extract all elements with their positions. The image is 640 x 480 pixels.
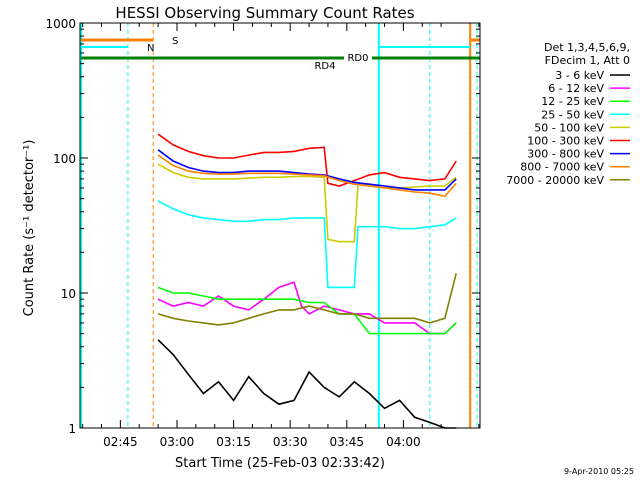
- y-axis-label: Count Rate (s⁻¹ detector⁻¹): [22, 140, 37, 317]
- x-tick-label: 03:30: [273, 435, 308, 449]
- series-line-25-50-kev: [157, 200, 457, 289]
- x-tick-label: 02:45: [103, 435, 138, 449]
- series-line-50-100-kev: [157, 163, 457, 243]
- x-tick-label: 03:00: [160, 435, 195, 449]
- series-line-100-300-kev: [157, 133, 457, 187]
- timestamp: 9-Apr-2010 05:25: [564, 467, 634, 476]
- legend-label: 300 - 800 keV: [527, 148, 604, 161]
- marker-label-n: N: [147, 43, 154, 54]
- marker-label-backing: [344, 52, 372, 63]
- series-line-3-6-kev: [157, 339, 457, 429]
- series-line-6-12-kev: [157, 281, 457, 335]
- legend-header-line-1: Det 1,3,4,5,6,9,: [544, 41, 630, 54]
- chart-title: HESSI Observing Summary Count Rates: [115, 4, 414, 22]
- legend-label: 12 - 25 keV: [541, 95, 604, 108]
- series-line-7000-20000-kev: [157, 273, 457, 326]
- plot-area: S N RD0 RD4: [80, 23, 480, 429]
- x-tick-label: 03:45: [329, 435, 364, 449]
- series-line-12-25-kev: [157, 286, 457, 335]
- marker-label-backing: [311, 60, 339, 71]
- y-tick-label: 100: [53, 152, 76, 166]
- y-tick-label: 10: [61, 287, 76, 301]
- marker-label-rd4: RD4: [314, 61, 335, 72]
- x-tick-label: 03:15: [216, 435, 251, 449]
- legend-label: 800 - 7000 keV: [520, 161, 604, 174]
- legend-header-line-2: FDecim 1, Att 0: [545, 54, 630, 67]
- legend-label: 100 - 300 keV: [527, 135, 604, 148]
- y-tick-label: 1: [68, 422, 76, 436]
- marker-label-s: S: [172, 36, 178, 47]
- legend-label: 3 - 6 keV: [555, 69, 604, 82]
- marker-label-rd0: RD0: [347, 53, 368, 64]
- series-line-800-7000-kev: [157, 154, 457, 198]
- x-tick-label: 04:00: [386, 435, 421, 449]
- plot-frame: [79, 22, 481, 429]
- legend-label: 25 - 50 keV: [541, 108, 604, 121]
- y-tick-label: 1000: [45, 17, 76, 31]
- legend-label: 7000 - 20000 keV: [506, 174, 604, 187]
- legend-label: 6 - 12 keV: [548, 82, 604, 95]
- axis-ticks: 02:45 03:00 03:15 03:30 03:45 04:00 1 10 100 1000: [45, 17, 480, 449]
- legend-label: 50 - 100 keV: [534, 121, 604, 134]
- x-axis-label: Start Time (25-Feb-03 02:33:42): [175, 456, 385, 471]
